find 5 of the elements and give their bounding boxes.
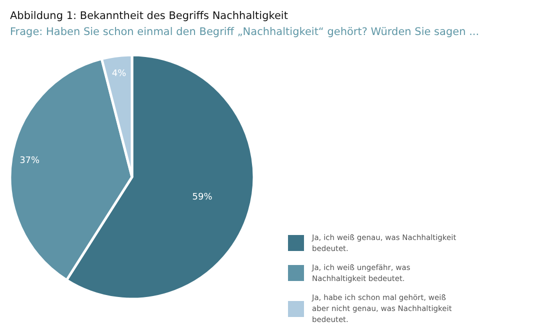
- data-label: 59%: [192, 192, 213, 202]
- chart-title: Abbildung 1: Bekanntheit des Begriffs Nachhaltigkeit: [10, 10, 288, 22]
- data-label: 4%: [112, 69, 127, 80]
- chart-subtitle: Frage: Haben Sie schon einmal den Begriff „Nachhaltigkeit“ gehört? Würden Sie sagen ...: [10, 26, 480, 38]
- data-label: 37%: [20, 156, 40, 166]
